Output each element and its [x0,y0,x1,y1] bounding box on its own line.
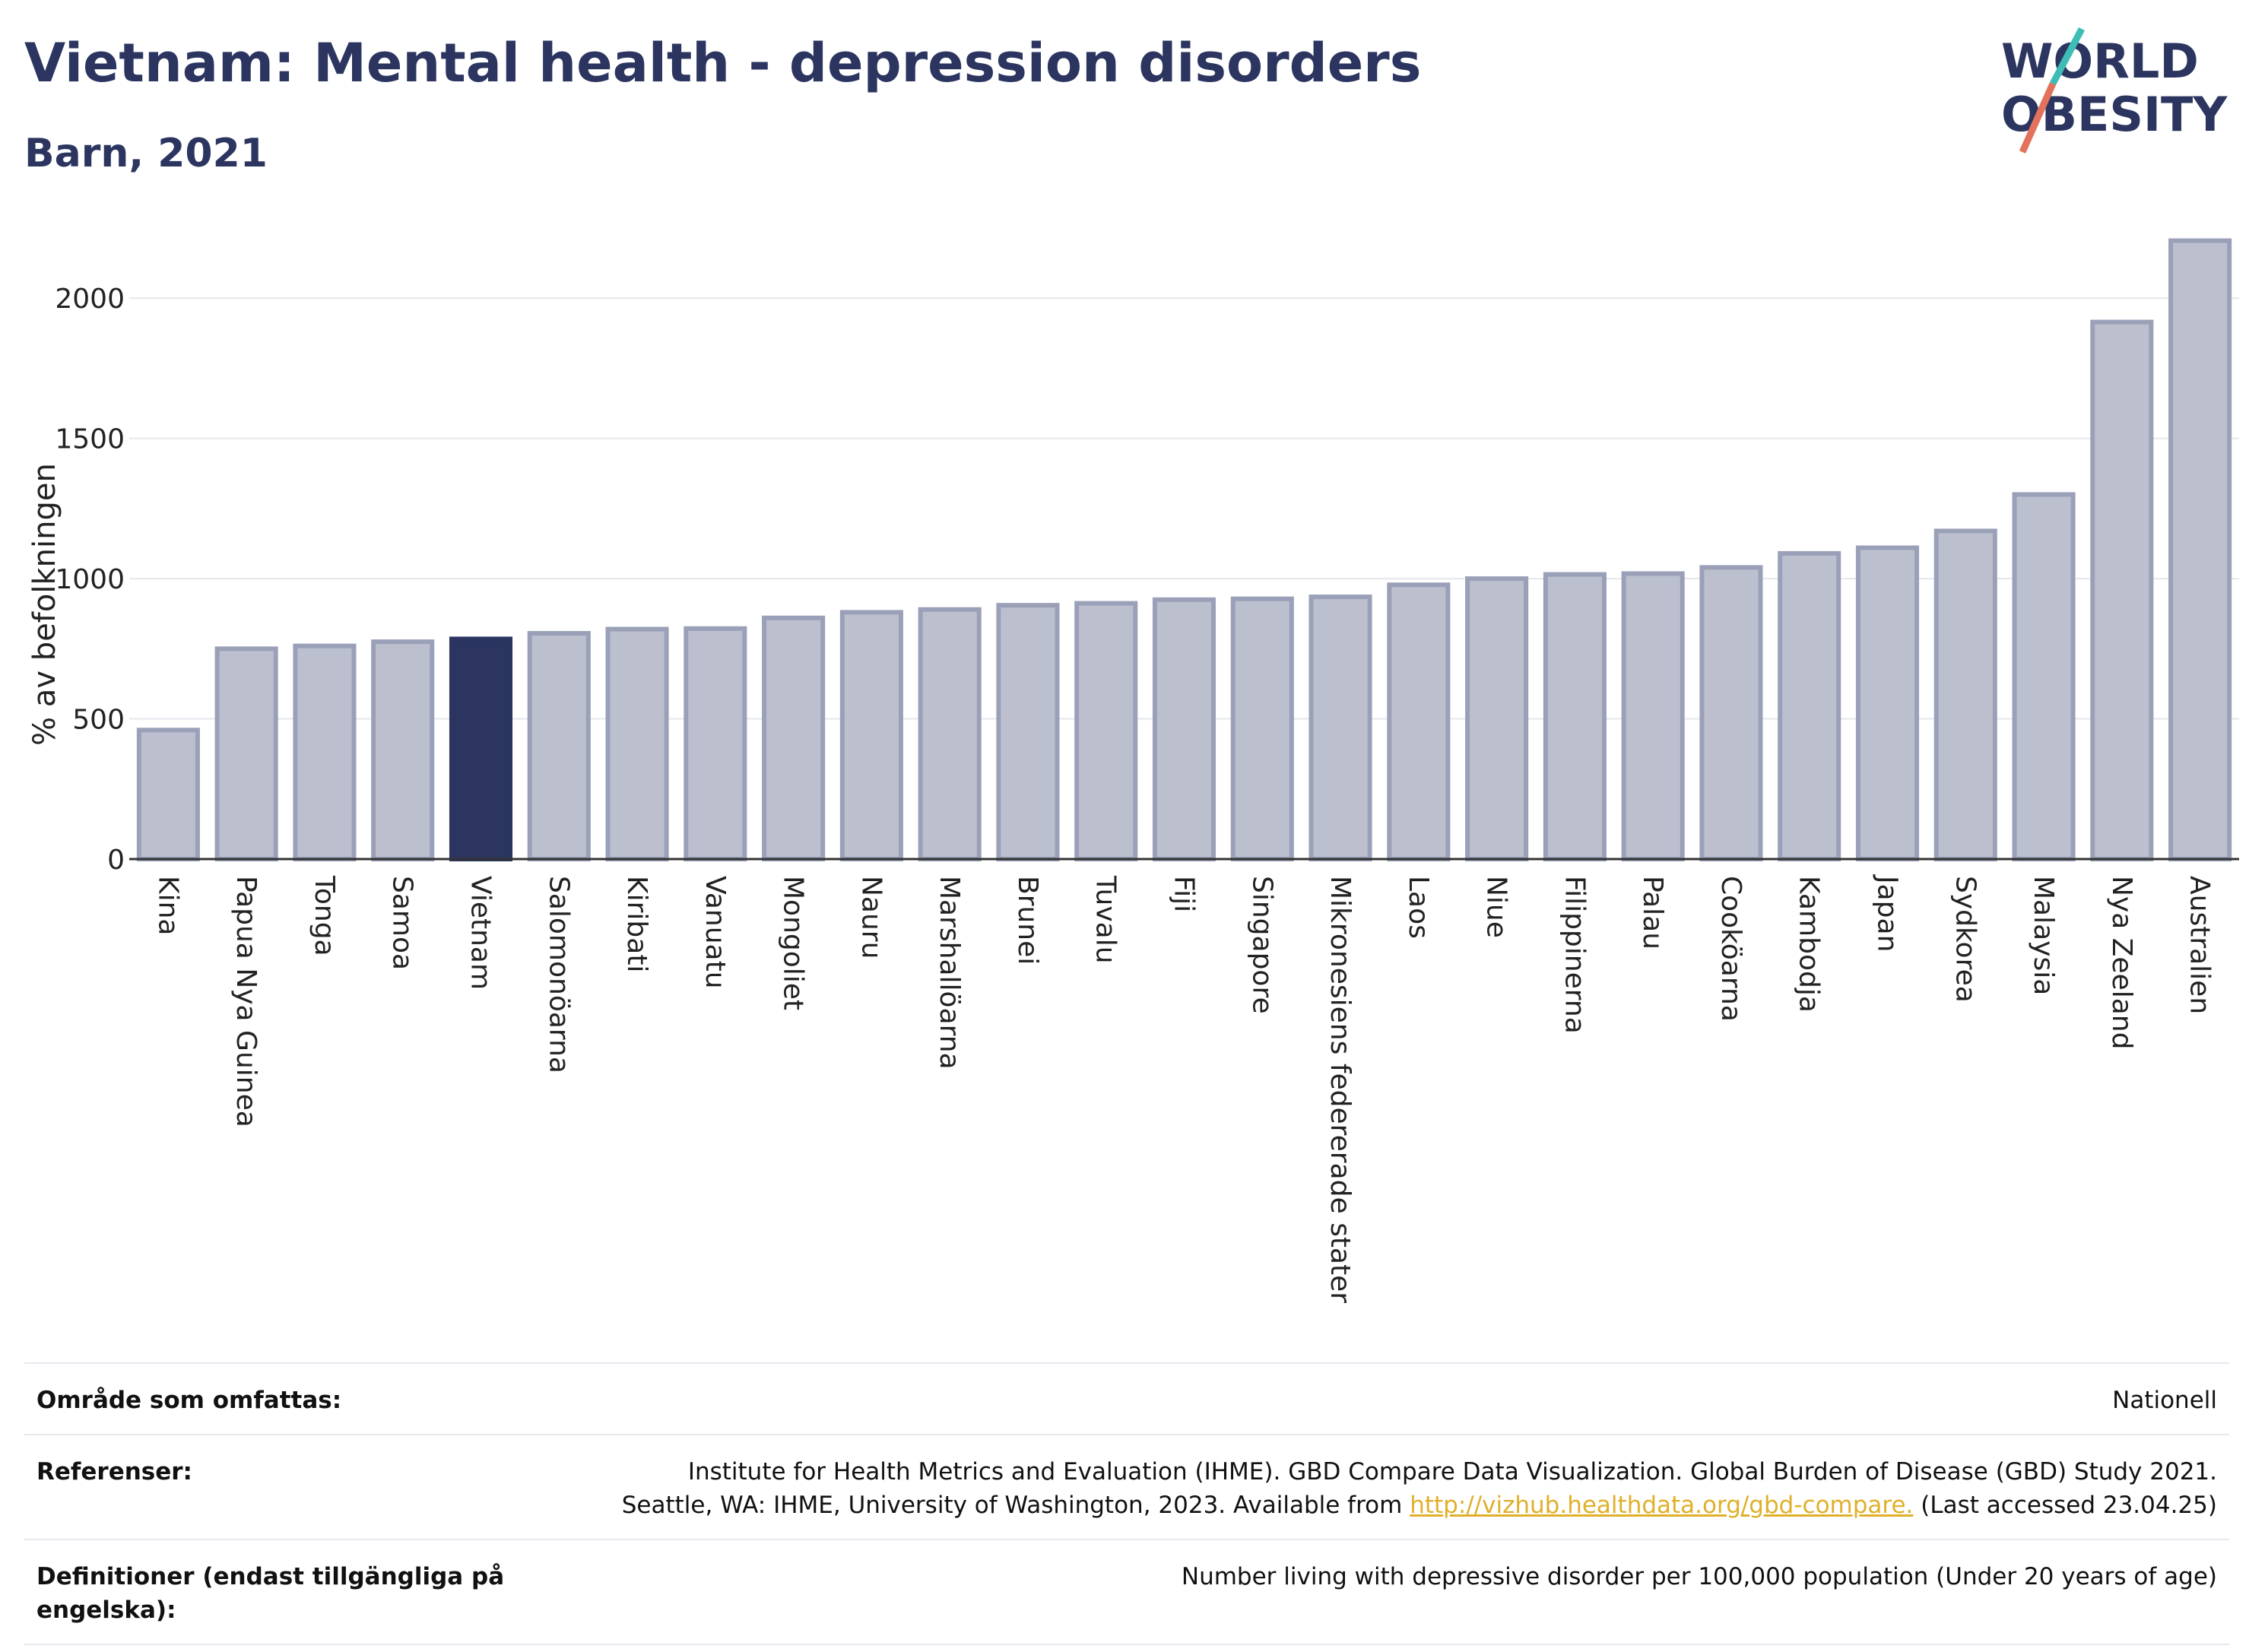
x-tick-label: Kiribati [621,876,652,972]
references-value: Institute for Health Metrics and Evaluat… [622,1455,2217,1522]
page-title: Vietnam: Mental health - depression diso… [24,32,1422,94]
x-tick-label: Palau [1637,876,1668,950]
bar [1699,565,1763,861]
x-tick-label: Filippinerna [1559,876,1590,1034]
bar [214,646,278,861]
bar [1387,582,1451,862]
bar [1855,545,1920,861]
footer-info-table: Område som omfattas: Nationell Referense… [24,1362,2229,1645]
definitions-key: Definitioner (endast tillgängliga på eng… [36,1563,505,1624]
y-axis-ticks: 0 500 1000 1500 2000 [55,284,125,876]
coverage-key: Område som omfattas: [36,1387,342,1414]
bar [1152,597,1216,861]
logo-teal-stroke [2050,27,2085,86]
bar [1621,571,1685,862]
x-tick-label: Laos [1403,876,1434,939]
coverage-value: Nationell [2112,1387,2217,1414]
page-subtitle: Barn, 2021 [24,131,268,176]
y-axis-label: % av befolkningen [27,463,62,746]
bar [1074,601,1138,861]
footer-row-coverage: Område som omfattas: Nationell [24,1362,2229,1434]
x-axis-labels: Kina Papua Nya Guinea Tonga Samoa Vietnam Sal… [152,874,2215,1303]
x-tick-label: Vanuatu [699,876,731,989]
x-tick-label: Nauru [855,876,887,959]
bar [839,610,903,862]
bar [605,626,669,861]
x-tick-label: Salomonöarna [543,876,574,1073]
bar [1308,595,1372,861]
x-tick-label: Mongoliet [778,876,809,1010]
x-tick-label: Kambodja [1794,876,1825,1013]
bar [527,631,591,861]
y-tick-label: 1500 [55,424,125,455]
x-tick-label: Marshallöarna [934,876,965,1070]
bar-chart: 0 500 1000 1500 2000 Kina Papua Nya Guinea Ton… [27,238,2239,1303]
y-tick-label: 0 [107,845,125,876]
bar [1778,550,1841,862]
bar [684,626,747,861]
references-line2-pre: Seattle, WA: IHME, University of Washing… [621,1492,1410,1519]
references-line1: Institute for Health Metrics and Evaluat… [687,1458,2217,1486]
references-line2-post: (Last accessed 23.04.25) [1913,1492,2217,1519]
x-tick-label: Mikronesiens federerade stater [1324,876,1356,1303]
x-tick-label: Tonga [309,875,340,956]
chart-bars [136,238,2232,862]
x-tick-label: Papua Nya Guinea [230,876,262,1127]
bar [918,607,982,861]
x-tick-label: Brunei [1012,876,1043,965]
logo-red-stroke [2019,82,2057,154]
x-tick-label: Sydkorea [1949,876,1981,1003]
logo-line1: WORLD [2001,33,2199,89]
footer-row-definitions: Definitioner (endast tillgängliga på eng… [24,1539,2229,1645]
bar [2012,492,2076,861]
bar [1465,576,1529,861]
x-tick-label: Australien [2184,876,2216,1014]
x-tick-label: Nya Zeeland [2106,876,2137,1049]
references-line2: Seattle, WA: IHME, University of Washing… [622,1489,2217,1522]
y-tick-label: 2000 [55,284,125,315]
x-tick-label: Samoa [387,876,418,970]
bar [1933,528,1997,862]
bar [996,603,1060,862]
y-tick-label: 500 [72,705,125,736]
footer-row-references: Referenser: Institute for Health Metrics… [24,1434,2229,1539]
x-tick-label: Niue [1481,876,1512,938]
y-tick-label: 1000 [55,564,125,595]
definitions-value: Number living with depressive disorder p… [1181,1563,2217,1590]
x-tick-label: Malaysia [2028,876,2059,995]
references-key: Referenser: [36,1458,192,1486]
x-tick-label: Japan [1872,874,1903,952]
bar [371,639,435,861]
x-tick-label: Singapore [1246,876,1277,1014]
x-tick-label: Tuvalu [1090,875,1121,964]
bar [762,615,826,861]
bar [136,728,200,861]
bar [1543,572,1607,861]
world-obesity-logo: WORLD OBESITY [2001,27,2228,154]
x-tick-label: Cooköarna [1715,876,1746,1022]
bar [2168,238,2232,862]
bar [293,643,357,862]
references-link[interactable]: http://vizhub.healthdata.org/gbd-compare… [1410,1492,1914,1519]
bar [449,636,513,862]
bar [1230,596,1294,861]
x-tick-label: Kina [152,876,183,936]
bar [2090,319,2154,862]
x-tick-label: Vietnam [465,876,496,990]
x-tick-label: Fiji [1169,876,1200,912]
